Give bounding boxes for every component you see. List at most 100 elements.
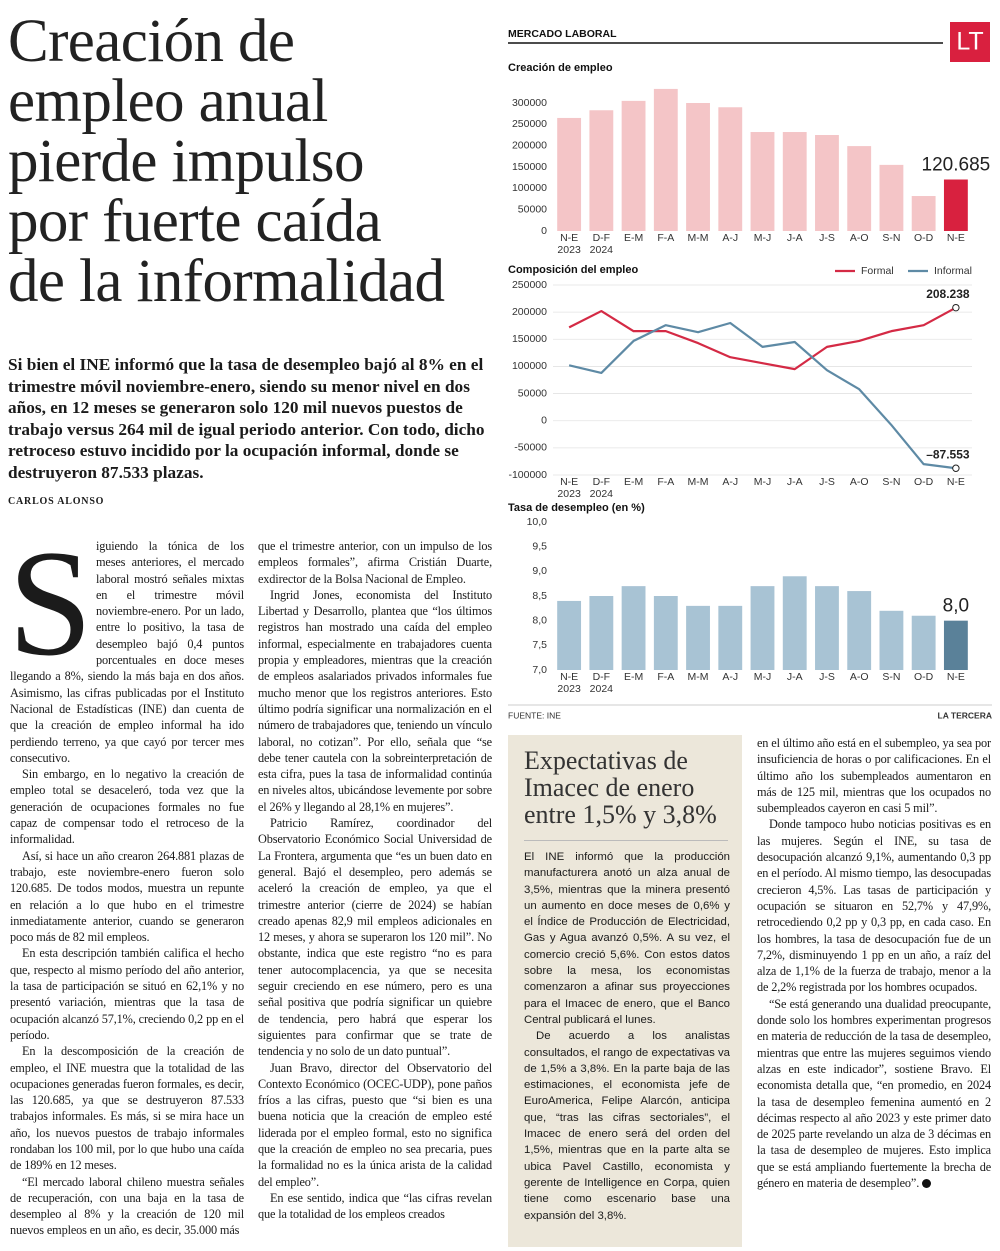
x-tick-label: E-M — [624, 476, 643, 488]
headline: Creación de empleo anual pierde impulso por… — [8, 8, 500, 315]
line — [568, 306, 957, 371]
logo-box — [950, 22, 990, 62]
bar — [911, 196, 936, 231]
bar — [782, 576, 807, 670]
x-tick-label: M-M — [688, 232, 709, 244]
value-label: 8,0 — [943, 596, 969, 617]
x-tick-label: M-J — [754, 476, 772, 488]
x-tick-label: N-E 2023 — [557, 476, 581, 500]
x-tick-label: F-A — [657, 476, 674, 488]
headline-line: Creación de — [8, 8, 295, 75]
y-tick-label: 200000 — [512, 139, 547, 151]
sidebar: Expectativas de Imacec de enero entre 1,… — [508, 735, 742, 1247]
bar — [653, 596, 678, 670]
x-tick-label: O-D — [914, 476, 934, 488]
headline-line: por fuerte caída — [8, 188, 382, 255]
y-tick-label: 50000 — [518, 203, 547, 215]
bar — [782, 132, 807, 231]
bar — [750, 586, 775, 670]
paragraph: Patricio Ramírez, coordinador del Observ… — [258, 816, 492, 1059]
x-tick-label: N-E — [947, 476, 965, 488]
y-tick-label: 10,0 — [527, 516, 548, 528]
y-tick-label: 250000 — [512, 279, 547, 291]
x-tick-label: D-F 2024 — [590, 671, 614, 695]
y-tick-label: 7,0 — [532, 664, 547, 676]
infographic: MERCADO LABORAL LT FUENTE: INE LA TERCER… — [508, 22, 992, 720]
paragraph: En esta descripción también califica el … — [10, 946, 244, 1042]
x-tick-label: D-F 2024 — [590, 476, 614, 500]
x-tick-label: A-J — [722, 671, 738, 683]
x-tick-label: E-M — [624, 232, 643, 244]
x-tick-label: M-J — [754, 232, 772, 244]
bar — [653, 88, 678, 231]
y-tick-label: 8,5 — [532, 590, 547, 602]
x-tick-label: S-N — [882, 671, 900, 683]
x-tick-label: A-O — [850, 671, 869, 683]
bar — [686, 605, 710, 670]
drop-cap: S — [10, 538, 93, 687]
chart-title: Creación de empleo — [508, 62, 613, 74]
y-tick-label: 50000 — [518, 387, 547, 399]
y-tick-label: 8,0 — [532, 614, 547, 626]
paragraph: Sin embargo, en lo negativo la creación … — [10, 767, 244, 847]
chart-title: Tasa de desempleo (en %) — [508, 502, 645, 514]
paragraph: De acuerdo a los analistas consultados, … — [524, 1030, 730, 1222]
section-label: MERCADO LABORAL — [508, 28, 617, 40]
x-tick-label: S-N — [882, 476, 900, 488]
bar — [847, 591, 872, 670]
bar — [911, 615, 936, 670]
bar — [815, 135, 839, 231]
line — [568, 321, 957, 470]
y-tick-label: -100000 — [508, 469, 547, 481]
bar — [750, 132, 775, 231]
source: FUENTE: INE — [508, 710, 561, 720]
x-tick-label: J-A — [787, 232, 803, 244]
paragraph: “El mercado laboral chileno muestra seña… — [10, 1174, 244, 1238]
headline-line: de la informalidad — [8, 248, 445, 315]
bar — [686, 103, 710, 231]
sidebar-rule — [524, 840, 728, 841]
y-tick-label: 300000 — [512, 97, 547, 109]
headline-line: empleo anual — [8, 68, 328, 135]
paragraph: “Se está generando una dualidad preocupa… — [757, 996, 991, 1191]
x-tick-label: E-M — [624, 671, 643, 683]
bar — [621, 100, 646, 231]
x-tick-label: N-E 2023 — [557, 232, 581, 256]
y-tick-label: 150000 — [512, 333, 547, 345]
bar — [943, 620, 968, 670]
y-tick-label: 250000 — [512, 118, 547, 130]
x-tick-label: M-M — [688, 671, 709, 683]
y-tick-label: 200000 — [512, 306, 547, 318]
x-tick-label: A-J — [722, 232, 738, 244]
paragraph: El INE informó que la producción manufac… — [524, 851, 730, 1026]
x-tick-label: F-A — [657, 671, 674, 683]
bar — [718, 107, 743, 231]
logo: LT — [956, 28, 983, 56]
paragraph: En la descomposición de la creación de e… — [10, 1044, 244, 1173]
y-tick-label: -50000 — [514, 442, 547, 454]
bar — [557, 600, 582, 670]
bar — [589, 596, 614, 670]
x-tick-label: J-S — [819, 671, 835, 683]
value-label: –87.553 — [926, 447, 970, 461]
publisher: LA TERCERA — [938, 710, 992, 720]
bar — [847, 146, 872, 231]
x-tick-label: M-J — [754, 671, 772, 683]
paragraph: Así, si hace un año crearon 264.881 plaz… — [10, 848, 244, 945]
y-tick-label: 9,0 — [532, 565, 547, 577]
chart-title: Composición del empleo — [508, 264, 638, 276]
x-tick-label: J-A — [787, 476, 803, 488]
x-tick-label: N-E — [947, 671, 965, 683]
paragraph: iguiendo la tónica de los meses anterior… — [10, 539, 244, 765]
bar — [718, 605, 743, 670]
body-column: que el trimestre anterior, con un impuls… — [258, 538, 492, 1246]
x-tick-label: J-S — [819, 476, 835, 488]
bar — [815, 586, 839, 670]
x-tick-label: F-A — [657, 232, 674, 244]
y-tick-label: 0 — [541, 414, 547, 426]
legend-label: Formal — [861, 265, 894, 277]
paragraph: En ese sentido, indica que “las cifras r… — [258, 1190, 492, 1222]
bar — [943, 179, 968, 231]
sidebar-body: El INE informó que la producción manufac… — [524, 849, 730, 1224]
